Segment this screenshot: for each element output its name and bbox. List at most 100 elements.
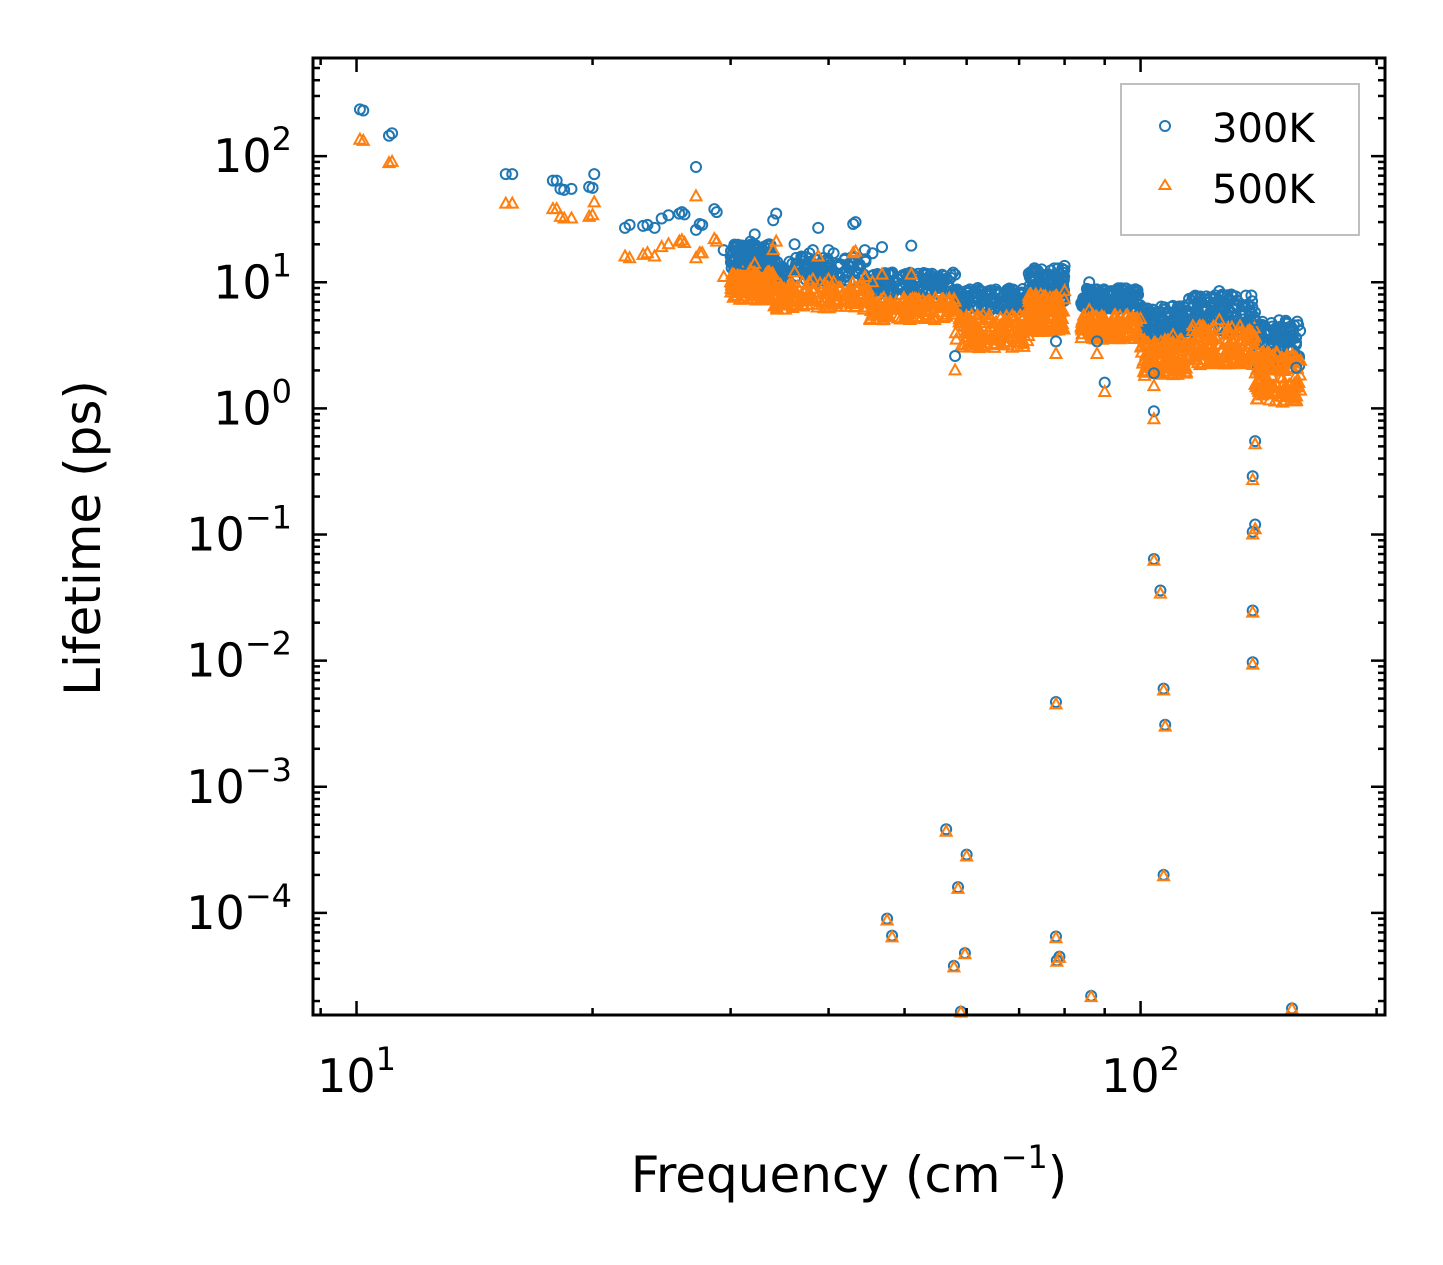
data-point-300k-band-3 (991, 299, 1004, 312)
data-point-500k (959, 848, 974, 862)
data-point-500k (1245, 604, 1260, 618)
data-point-300k-band-1 (798, 263, 811, 276)
data-point-300k (386, 127, 399, 140)
data-point-500k (688, 188, 704, 202)
data-point-300k (1213, 285, 1226, 298)
data-point-500k-band-2 (888, 297, 903, 311)
data-point-300k (506, 168, 519, 181)
data-point-300k (876, 241, 889, 254)
series-points (352, 103, 1304, 1018)
x-tick-label: 101 (317, 1040, 396, 1103)
data-point-500k-band-5 (1107, 307, 1123, 321)
data-point-300k (1098, 285, 1111, 298)
data-point-500k-band-5 (1125, 330, 1141, 344)
data-point-500k (1119, 317, 1134, 332)
data-point-500k-band-1 (829, 296, 844, 310)
data-point-500k (904, 266, 919, 280)
data-point-500k-band-1 (777, 297, 793, 311)
data-point-500k (1097, 312, 1112, 326)
data-point-300k (1083, 276, 1096, 289)
data-point-500k (677, 234, 692, 248)
y-tick-label-exp: 0 (272, 372, 292, 410)
data-point-500k (879, 912, 895, 926)
data-point-300k-band-6 (1150, 322, 1163, 335)
data-point-500k (635, 246, 651, 260)
data-point-500k (938, 823, 954, 837)
data-point-500k (1048, 930, 1064, 944)
data-point-500k (1097, 383, 1112, 397)
data-point-500k (1192, 317, 1207, 332)
data-point-500k-band-6 (1173, 338, 1188, 352)
data-point-500k-band-1 (795, 274, 810, 288)
data-point-500k (846, 245, 861, 259)
data-point-500k-band-2 (918, 302, 933, 316)
data-point-500k-band-2 (902, 298, 917, 312)
data-point-500k (1245, 656, 1260, 670)
data-point-500k-band-5 (1078, 313, 1094, 327)
data-point-300k-band-1 (774, 260, 787, 273)
data-point-500k (857, 268, 873, 283)
data-point-500k-band-0 (732, 291, 747, 305)
data-point-300k (357, 104, 370, 117)
data-point-500k-band-3 (961, 334, 976, 349)
data-point-500k-band-2 (863, 310, 878, 324)
data-point-300k-band-7 (1236, 308, 1249, 321)
data-point-500k-band-6 (1156, 354, 1171, 368)
data-point-500k (1146, 378, 1162, 392)
data-point-500k (1057, 283, 1072, 297)
data-point-500k-band-2 (881, 308, 897, 322)
data-point-500k-band-0 (726, 289, 741, 303)
data-point-300k-band-0 (765, 249, 778, 262)
data-point-500k (384, 153, 400, 167)
data-point-300k (1193, 292, 1206, 305)
data-point-500k (1266, 362, 1282, 376)
data-point-500k (884, 929, 900, 943)
data-point-500k (741, 268, 756, 283)
data-point-300k-band-6 (1161, 306, 1174, 319)
data-point-300k (960, 285, 973, 298)
data-point-300k-band-2 (932, 271, 945, 284)
data-point-300k (565, 182, 578, 195)
data-point-300k-band-2 (902, 283, 915, 296)
data-point-500k-band-7 (1190, 355, 1206, 369)
data-point-500k-band-2 (899, 299, 915, 313)
data-point-500k-band-8 (1290, 379, 1305, 393)
data-point-500k-band-1 (825, 281, 841, 295)
data-point-500k-band-5 (1074, 330, 1089, 344)
data-point-500k-band-3 (971, 331, 986, 345)
data-point-300k-band-3 (1000, 286, 1013, 299)
data-point-500k-band-1 (828, 282, 843, 296)
data-point-300k-band-7 (1225, 306, 1238, 319)
data-point-500k-band-7 (1223, 345, 1238, 359)
data-point-500k-band-8 (1256, 349, 1272, 363)
data-point-300k-band-3 (989, 283, 1002, 296)
data-point-500k-band-3 (985, 315, 1000, 329)
data-point-300k (737, 257, 750, 270)
data-point-300k-band-2 (945, 268, 958, 281)
data-point-500k (1289, 392, 1304, 406)
data-point-500k-band-4 (1035, 290, 1051, 304)
data-point-500k (647, 248, 662, 262)
data-point-500k-band-8 (1292, 367, 1308, 381)
data-point-500k (946, 959, 962, 973)
data-point-300k-band-1 (839, 270, 852, 283)
y-tick-label-base: 10 (186, 634, 245, 688)
data-point-500k (743, 261, 758, 276)
data-point-500k (762, 264, 777, 278)
data-point-300k-band-5 (1104, 299, 1117, 312)
data-point-500k-band-5 (1129, 313, 1144, 327)
data-point-500k-band-8 (1251, 381, 1267, 395)
data-point-500k-band-5 (1115, 329, 1131, 343)
y-tick-label: 100 (213, 372, 292, 435)
data-point-500k-band-8 (1261, 386, 1276, 400)
data-point-500k-band-7 (1205, 329, 1221, 343)
data-point-500k-band-8 (1280, 355, 1296, 369)
y-tick-label-exp: 2 (272, 120, 292, 158)
data-point-500k-band-4 (1030, 303, 1045, 317)
data-point-500k (505, 195, 520, 209)
y-tick-label-base: 10 (186, 886, 245, 940)
data-point-500k-band-6 (1170, 366, 1185, 380)
data-point-500k-band-5 (1131, 328, 1146, 342)
data-point-500k-band-4 (1023, 321, 1038, 335)
